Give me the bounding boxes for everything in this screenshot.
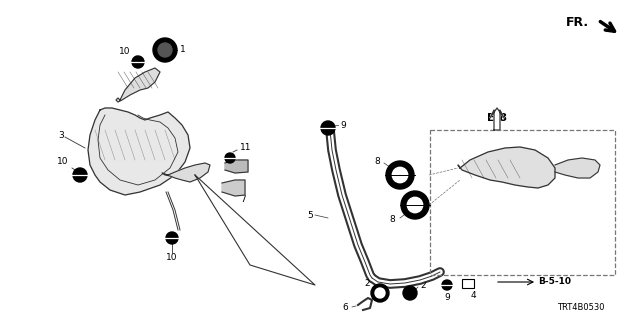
Text: 2: 2 bbox=[420, 281, 426, 290]
Text: 6: 6 bbox=[342, 303, 348, 313]
Bar bbox=[462, 278, 474, 287]
Circle shape bbox=[371, 284, 389, 302]
Circle shape bbox=[73, 168, 87, 182]
Text: 7: 7 bbox=[240, 196, 246, 204]
Text: 3: 3 bbox=[58, 131, 64, 140]
Polygon shape bbox=[88, 108, 190, 195]
Bar bbox=[430, 130, 615, 275]
Circle shape bbox=[392, 167, 408, 183]
Text: TRT4B0530: TRT4B0530 bbox=[557, 303, 605, 313]
Text: B-5-10: B-5-10 bbox=[538, 277, 571, 286]
Text: 1: 1 bbox=[180, 45, 186, 54]
Circle shape bbox=[132, 56, 144, 68]
Text: 5: 5 bbox=[307, 211, 313, 220]
Circle shape bbox=[442, 280, 452, 290]
Polygon shape bbox=[116, 68, 160, 102]
Circle shape bbox=[403, 286, 417, 300]
Text: 2: 2 bbox=[364, 278, 370, 287]
Text: 10: 10 bbox=[166, 253, 178, 262]
Polygon shape bbox=[490, 108, 504, 130]
Circle shape bbox=[225, 153, 235, 163]
Circle shape bbox=[375, 288, 385, 298]
Text: 9: 9 bbox=[444, 292, 450, 301]
Text: 8: 8 bbox=[389, 215, 395, 225]
Text: FR.: FR. bbox=[566, 15, 589, 28]
Circle shape bbox=[321, 121, 335, 135]
Polygon shape bbox=[225, 160, 248, 173]
Polygon shape bbox=[162, 163, 210, 182]
Circle shape bbox=[407, 197, 422, 213]
Circle shape bbox=[158, 43, 172, 57]
Text: E-8: E-8 bbox=[487, 113, 507, 123]
Text: 4: 4 bbox=[470, 292, 476, 300]
Polygon shape bbox=[222, 180, 245, 196]
Polygon shape bbox=[458, 147, 555, 188]
Polygon shape bbox=[555, 158, 600, 178]
Circle shape bbox=[386, 161, 414, 189]
Text: 9: 9 bbox=[340, 121, 346, 130]
Circle shape bbox=[153, 38, 177, 62]
Circle shape bbox=[401, 191, 429, 219]
Circle shape bbox=[166, 232, 178, 244]
Text: 8: 8 bbox=[374, 157, 380, 166]
Text: 11: 11 bbox=[240, 143, 252, 153]
Text: 10: 10 bbox=[118, 47, 130, 57]
Text: 10: 10 bbox=[56, 157, 68, 166]
